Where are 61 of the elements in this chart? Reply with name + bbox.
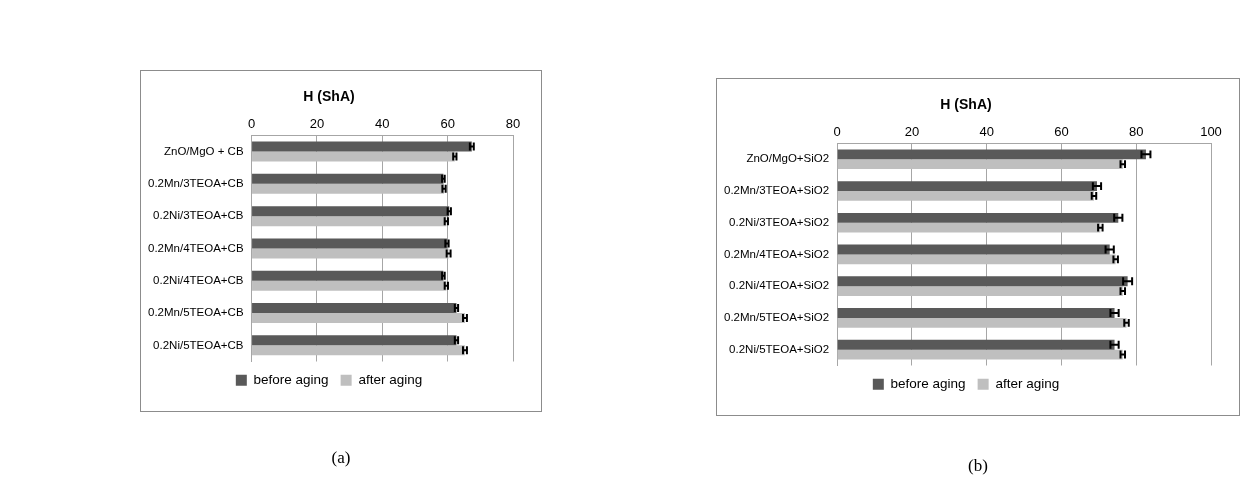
bar [252,313,465,324]
y-tick-label: 0.2Ni/4TEOA+SiO2 [729,279,830,292]
bar [837,149,1146,160]
y-tick-label: 0.2Ni/3TEOA+SiO2 [729,215,830,228]
bar [252,280,447,291]
bar [837,308,1115,318]
bar [837,339,1115,350]
x-tick-label: 100 [1200,124,1222,140]
x-tick-label: 80 [1128,124,1144,140]
bar [252,335,457,346]
legend-label: after aging [358,371,423,387]
y-tick-label: 0.2Mn/3TEOA+SiO2 [723,184,830,197]
bar [252,238,447,249]
bar [252,173,444,184]
x-tick-label: 80 [505,116,521,132]
bar [837,317,1127,328]
bar [252,141,472,152]
x-tick-label: 60 [440,116,455,132]
chart-title: H (ShA) [303,88,355,105]
bar [837,190,1094,201]
bar [837,212,1119,223]
text: (a) [330,448,352,468]
legend-label: after aging [995,375,1060,391]
chart-title: H (ShA) [940,96,992,113]
bar [837,159,1123,170]
x-tick-label: 20 [309,116,325,132]
y-tick-label: 0.2Mn/4TEOA+SiO2 [723,247,830,260]
text: (b) [967,456,989,476]
bar [837,254,1116,265]
x-tick-label: 0 [833,124,841,140]
y-tick-label: 0.2Mn/3TEOA+CB [147,177,244,190]
x-tick-label: 0 [247,116,256,132]
x-tick-label: 60 [1054,124,1069,140]
legend-label: before aging [253,371,329,387]
y-tick-label: 0.2Mn/5TEOA+CB [147,306,244,319]
bar [837,286,1123,297]
bar [252,216,447,227]
bar [252,183,445,194]
x-tick-label: 40 [375,116,390,132]
legend-label: before aging [890,375,966,391]
y-tick-label: ZnO/MgO+SiO2 [746,152,830,165]
bar [252,345,465,356]
bar [837,222,1101,233]
y-tick-label: 0.2Ni/3TEOA+CB [153,209,244,222]
y-tick-label: ZnO/MgO + CB [163,144,244,157]
y-tick-label: 0.2Mn/4TEOA+CB [147,241,244,254]
bar [837,349,1123,360]
y-tick-label: 0.2Mn/5TEOA+SiO2 [723,311,830,324]
x-tick-label: 20 [904,124,920,140]
bar [252,151,455,162]
x-tick-label: 40 [979,124,994,140]
bar [252,303,457,314]
y-tick-label: 0.2Ni/5TEOA+CB [153,338,244,351]
bar [252,248,449,259]
bar [837,181,1097,191]
bar [837,244,1110,255]
y-tick-label: 0.2Ni/4TEOA+CB [153,273,244,286]
bar [252,206,450,217]
bar [837,276,1128,287]
bar [252,270,444,281]
y-tick-label: 0.2Ni/5TEOA+SiO2 [729,342,830,355]
